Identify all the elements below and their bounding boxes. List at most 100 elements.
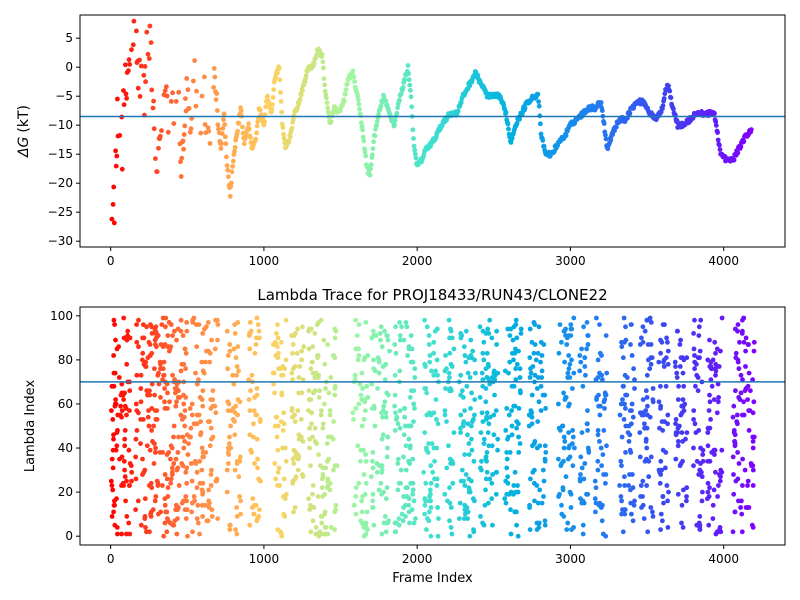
dg-point [187,129,193,135]
lambda-point [536,324,542,330]
lambda-point [471,529,477,535]
lambda-point [458,412,464,418]
lambda-point [169,465,175,471]
lambda-point [577,368,583,374]
lambda-point [517,441,523,446]
lambda-point [705,480,711,486]
dg-point [357,106,362,112]
lambda-point [640,324,646,330]
lambda-point [540,467,546,473]
lambda-point [234,364,240,369]
lambda-point [237,494,242,499]
lambda-point [125,328,131,334]
lambda-point [279,390,285,396]
dg-point [229,180,234,186]
dg-point [360,134,366,140]
dg-point [121,102,127,108]
lambda-point [648,361,654,367]
lambda-point [209,337,215,343]
dg-point [137,57,142,63]
lambda-point [361,417,367,422]
lambda-point [710,516,716,521]
dg-point [320,59,326,65]
lambda-point [363,408,368,413]
lambda-point [443,353,448,358]
lambda-point [182,423,188,429]
lambda-point [332,463,338,469]
lambda-point [619,463,624,469]
lambda-point [561,390,566,396]
lambda-point [124,412,129,418]
lambda-point [307,445,312,451]
lambda-point [644,445,650,451]
lambda-point [327,408,333,413]
lambda-point [363,480,369,486]
lambda-point [210,388,216,394]
lambda-point [144,324,149,330]
lambda-point [384,454,390,460]
lambda-point [226,452,232,457]
lambda-point [289,370,295,376]
dg-point [114,153,120,159]
lambda-point [631,366,636,372]
lambda-point [740,317,745,323]
dg-point [230,158,236,164]
lambda-point [715,399,721,405]
lambda-point [693,430,699,435]
lambda-point [750,445,756,451]
lambda-point [152,441,157,446]
lambda-point [236,368,242,374]
lambda-point [622,474,627,480]
lambda-point [423,386,429,391]
dg-point [321,76,327,82]
lambda-point [109,383,115,389]
dg-point [359,120,364,126]
dg-point [376,111,381,117]
lambda-point [376,487,382,493]
lambda-point [189,509,195,515]
lambda-point [660,428,666,433]
lambda-point [370,450,376,455]
lambda-point [271,381,276,387]
dg-point [279,121,285,127]
lambda-point [627,408,633,413]
dg-point [178,174,184,179]
lambda-point [469,436,474,442]
lambda-point [514,335,520,341]
lambda-point [170,372,176,378]
lambda-point [207,443,213,449]
lambda-point [643,408,649,413]
lambda-point [124,478,129,484]
lambda-point [194,516,200,521]
lambda-point [562,439,568,444]
lambda-point [227,434,232,440]
dg-point [397,97,402,103]
lambda-point [207,350,213,356]
dg-point [503,110,509,115]
lambda-point [156,381,162,387]
dg-point [535,91,541,97]
dg-point [411,136,416,141]
dg-point [374,119,380,124]
lambda-point [517,366,523,372]
lambda-point [427,353,433,358]
lambda-point [449,531,455,537]
lambda-point [700,452,706,457]
lambda-point [513,317,519,323]
dg-x-ticks: 0 1000 2000 3000 4000 [107,247,739,268]
lambda-point [436,516,441,521]
dg-point [344,81,350,87]
lambda-point [281,421,287,427]
lambda-point [692,421,698,427]
lambda-point [122,443,128,449]
lambda-point [246,397,252,402]
lambda-point [539,353,545,358]
lambda-point [296,375,302,380]
lambda-point [290,456,296,462]
lambda-point [646,474,652,480]
lambda-point [435,421,441,427]
lambda-point [745,397,750,402]
lambda-point [465,516,470,521]
lambda-point [207,359,213,365]
lambda-point [734,419,740,424]
